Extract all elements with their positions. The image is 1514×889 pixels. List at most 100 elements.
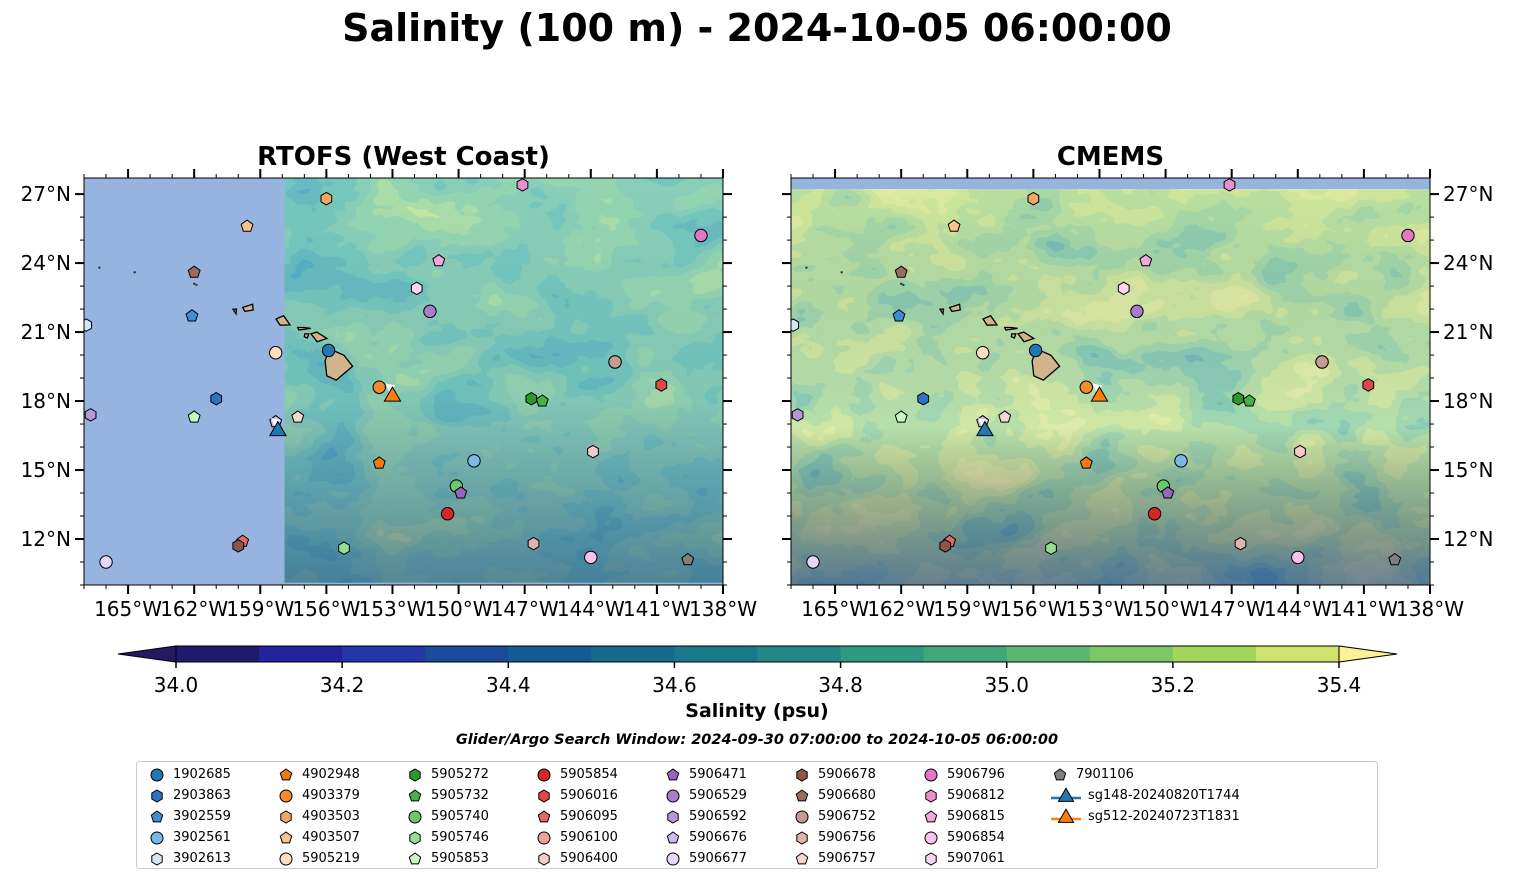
y-tick-label: 18°N bbox=[1443, 389, 1493, 413]
argo-marker-2903863 bbox=[917, 391, 930, 406]
colorbar-segment bbox=[840, 646, 925, 662]
x-tick-label: 150°W bbox=[1132, 597, 1200, 621]
x-tick-label: 147°W bbox=[491, 597, 559, 621]
legend-label: 5906796 bbox=[947, 767, 1005, 782]
legend-label: 4903503 bbox=[302, 809, 360, 824]
legend-marker bbox=[666, 789, 680, 802]
legend-marker-swatch bbox=[666, 789, 680, 802]
argo-marker-5906752 bbox=[608, 355, 622, 369]
island-2 bbox=[1003, 326, 1018, 331]
panel-title-cmems: CMEMS bbox=[1056, 142, 1165, 172]
colorbar-segment bbox=[674, 646, 758, 662]
islet-1 bbox=[133, 271, 136, 274]
argo-marker-5906471 bbox=[454, 486, 468, 499]
legend-label: 3902559 bbox=[173, 809, 231, 824]
argo-marker-5906677 bbox=[99, 555, 113, 569]
islet-1 bbox=[840, 271, 843, 274]
legend-entry-5906678: 5906678 bbox=[792, 764, 876, 785]
x-tick-label: 150°W bbox=[425, 597, 493, 621]
argo-marker-3902561 bbox=[1174, 454, 1188, 468]
legend-marker bbox=[924, 831, 938, 844]
legend-marker bbox=[280, 809, 292, 824]
legend-label: 5906680 bbox=[818, 788, 876, 803]
rtofs-markers bbox=[84, 178, 708, 569]
legend-marker bbox=[667, 809, 679, 824]
x-tick-label: 162°W bbox=[160, 597, 228, 621]
legend-entry-5906756: 5906756 bbox=[792, 827, 876, 848]
colorbar-tick-label: 35.2 bbox=[1151, 673, 1196, 697]
y-tick-label: 24°N bbox=[21, 251, 71, 275]
legend-marker-swatch bbox=[408, 851, 422, 864]
argo-marker-5906529 bbox=[1130, 304, 1144, 319]
legend-marker-swatch bbox=[666, 852, 680, 865]
colorbar-under-extend bbox=[117, 645, 177, 663]
argo-marker-5905746 bbox=[338, 541, 350, 555]
legend-label: 5905272 bbox=[431, 767, 489, 782]
argo-marker-5906016 bbox=[1362, 378, 1375, 392]
legend-entry-3902613: 3902613 bbox=[147, 848, 231, 869]
legend-label: 5905219 bbox=[302, 851, 360, 866]
argo-marker-5905854 bbox=[1147, 507, 1162, 521]
legend-entry-5906854: 5906854 bbox=[921, 827, 1005, 848]
legend-marker-swatch bbox=[151, 851, 163, 866]
y-tick-label: 21°N bbox=[21, 320, 71, 344]
argo-marker-5906592 bbox=[791, 408, 804, 422]
argo-marker-5906756 bbox=[527, 536, 540, 551]
x-tick-label: 141°W bbox=[1330, 597, 1398, 621]
legend-marker bbox=[795, 851, 809, 864]
argo-marker-4903379 bbox=[1079, 380, 1093, 394]
island-1 bbox=[1016, 331, 1036, 343]
legend-marker bbox=[537, 768, 551, 781]
legend-entry-5906680: 5906680 bbox=[792, 785, 876, 806]
legend-marker-swatch bbox=[537, 831, 551, 844]
legend-label: 5906815 bbox=[947, 809, 1005, 824]
islet-2 bbox=[899, 282, 903, 285]
y-tick-label: 24°N bbox=[1443, 251, 1493, 275]
legend-entry-2903863: 2903863 bbox=[147, 785, 231, 806]
islet-2 bbox=[192, 282, 196, 285]
colorbar-tick-label: 35.0 bbox=[984, 673, 1029, 697]
argo-marker-7901106 bbox=[1388, 552, 1402, 566]
colorbar-tick-label: 34.4 bbox=[486, 673, 531, 697]
legend-marker bbox=[796, 830, 808, 845]
legend-entry-4903503: 4903503 bbox=[276, 806, 360, 827]
argo-marker-5906678 bbox=[939, 539, 952, 553]
legend-entry-4903379: 4903379 bbox=[276, 785, 360, 806]
colorbar-segment bbox=[176, 646, 260, 662]
legend-entry-1902685: 1902685 bbox=[147, 764, 231, 785]
legend-entry-5906677: 5906677 bbox=[663, 848, 747, 869]
map-panel-cmems bbox=[791, 178, 1430, 585]
argo-marker-5906812 bbox=[1223, 178, 1236, 192]
argo-marker-5906016 bbox=[655, 378, 668, 392]
glider-track-sg148-20240820T1744 bbox=[977, 417, 988, 427]
colorbar-segment bbox=[591, 646, 675, 662]
argo-marker-5905219 bbox=[976, 346, 990, 360]
legend-entry-5905272: 5905272 bbox=[405, 764, 489, 785]
glider-marker-sg148-20240820T1744 bbox=[268, 420, 287, 437]
argo-marker-5905732 bbox=[535, 394, 549, 407]
legend-label: sg512-20240723T1831 bbox=[1088, 809, 1240, 824]
legend-marker-swatch bbox=[1053, 767, 1067, 780]
rtofs-frame bbox=[83, 177, 724, 586]
legend-marker bbox=[795, 788, 809, 801]
colorbar-segment bbox=[259, 646, 343, 662]
legend-marker-swatch bbox=[150, 831, 164, 844]
legend-label: 5906471 bbox=[689, 767, 747, 782]
x-tick-label: 156°W bbox=[999, 597, 1067, 621]
x-tick-label: 153°W bbox=[359, 597, 427, 621]
argo-marker-5905732 bbox=[1242, 394, 1256, 407]
y-tick-label: 21°N bbox=[1443, 320, 1493, 344]
colorbar-segment bbox=[425, 646, 509, 662]
legend-marker-swatch bbox=[279, 767, 293, 780]
argo-marker-5906400 bbox=[1294, 444, 1306, 459]
argo-marker-5906815 bbox=[432, 253, 446, 267]
colorbar: 34.0 34.2 34.4 34.6 34.8 35.0 35.2 35.4 bbox=[117, 645, 1398, 697]
argo-marker-5907061 bbox=[1117, 281, 1130, 296]
glider-track-sg512-20240723T1831 bbox=[1092, 383, 1103, 393]
legend-marker bbox=[1053, 767, 1067, 780]
legend-marker bbox=[408, 788, 422, 801]
argo-marker-5906400 bbox=[587, 444, 599, 459]
argo-marker-7901106 bbox=[681, 552, 695, 566]
legend-entry-5905853: 5905853 bbox=[405, 848, 489, 869]
argo-marker-5905272 bbox=[1232, 391, 1245, 406]
